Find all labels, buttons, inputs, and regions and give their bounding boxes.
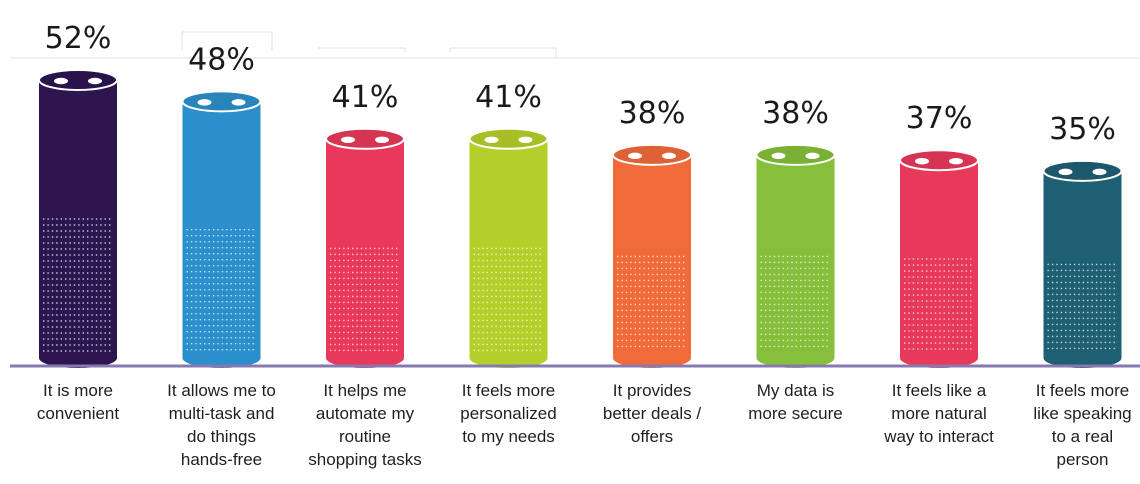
bar-top [38,69,118,91]
bar-button-dot [231,99,246,106]
category-label-line: automate my [316,404,415,423]
category-label-line: convenient [37,404,120,423]
category-label-line: It is more [43,381,113,400]
category-label-line: It helps me [323,381,406,400]
bar-top [1042,159,1123,182]
bar-button-dot [1058,168,1073,176]
bar-button-dot [484,136,499,144]
bar-grille [186,228,257,351]
chart-decor [10,31,1140,59]
category-label: It feels like a more natural way to intera… [883,381,994,446]
bar-grille [904,258,974,350]
category-label-line: personalized [460,404,556,423]
bar-button-dot [662,152,676,160]
category-label: My data is more secure [748,381,842,423]
category-label-line: routine [339,427,391,446]
value-label: 41% [332,80,399,115]
category-label-line: like speaking [1033,404,1131,423]
bar [326,138,404,368]
category-label-line: My data is [757,381,834,400]
bar [756,154,835,368]
category-label-line: It allows me to [167,381,276,400]
category-label-line: It feels more [462,381,556,400]
category-label: It feels more personalized to my needs [460,381,556,446]
category-label-line: It feels like a [892,381,987,400]
category-label: It feels more like speaking to a real perso… [1033,381,1131,469]
bar [1043,170,1122,368]
category-label-line: It feels more [1036,381,1130,400]
bar-button-dot [54,77,68,85]
category-label-line: do things [187,427,256,446]
bar-button-dot [197,99,212,106]
bar-button-dot [949,157,963,165]
category-label: It provides better deals / offers [603,381,702,446]
bar-grille [473,247,544,352]
value-label: 52% [45,21,112,56]
bar-grille [330,247,400,352]
category-label-line: person [1057,450,1109,469]
category-label-line: more natural [891,404,986,423]
bar [39,80,117,368]
category-label: It helps me automate my routine shopping ta… [308,381,421,469]
category-label: It is more convenient [37,381,120,423]
value-label: 38% [762,96,829,131]
bar-button-dot [915,157,929,165]
category-labels: It is more convenient It allows me to multi… [37,381,1132,469]
bar-grille [760,255,831,348]
category-label-line: more secure [748,404,842,423]
bar-grille [43,218,113,352]
bar-button-dot [88,77,102,85]
bar-top [755,143,836,166]
category-label-line: to my needs [462,427,555,446]
bar-button-dot [771,152,786,160]
bar-button-dot [341,136,355,144]
bar-top [899,149,979,172]
bar [900,160,978,368]
category-label-line: shopping tasks [308,450,421,469]
value-labels: 52% 48% 41% 41% 38% 38% 37% 35% [45,21,1116,147]
bar-button-dot [805,152,820,160]
bar-button-dot [1092,168,1107,176]
bar [469,138,548,368]
bar-top [325,127,405,150]
bar-button-dot [628,152,642,160]
bar-grille [617,255,687,348]
bar-grille [1047,263,1118,350]
value-label: 48% [188,42,255,77]
bar-button-dot [518,136,533,144]
category-label: It allows me to multi-task and do things ha… [167,381,276,469]
bar-top [612,143,692,166]
bar [182,101,261,368]
bar-top [468,127,549,150]
value-label: 41% [475,80,542,115]
value-label: 37% [906,101,973,136]
value-label: 35% [1049,112,1116,147]
category-label-line: offers [631,427,673,446]
bar-button-dot [375,136,389,144]
category-label-line: better deals / [603,404,702,423]
category-label-line: to a real [1052,427,1113,446]
category-label-line: It provides [613,381,691,400]
category-label-line: hands-free [181,450,262,469]
category-label-line: multi-task and [169,404,275,423]
bar-top [181,90,262,113]
chart-bars [38,69,1123,368]
value-label: 38% [619,96,686,131]
bar [613,154,691,368]
category-label-line: way to interact [883,427,994,446]
